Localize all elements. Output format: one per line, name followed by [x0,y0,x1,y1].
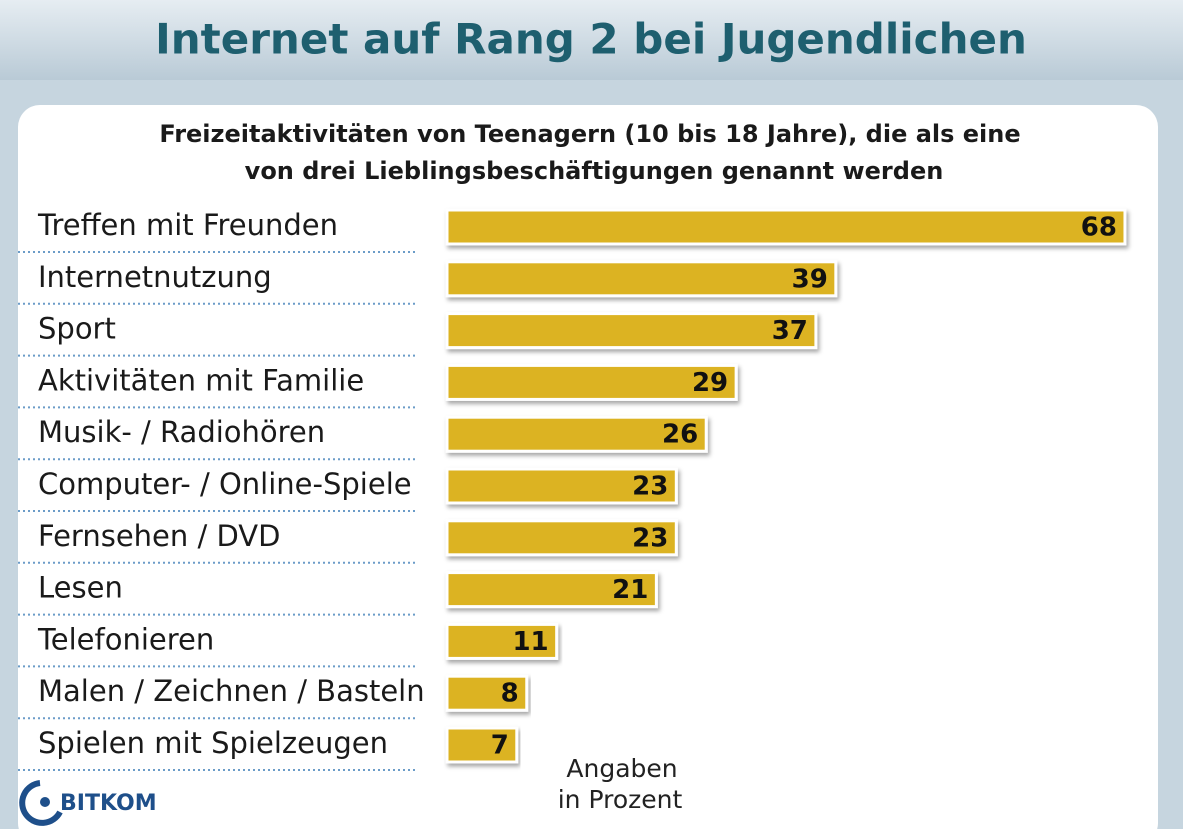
category-label: Treffen mit Freunden [37,208,338,242]
category-label: Computer- / Online-Spiele [38,467,412,501]
bar [445,208,1127,246]
value-label: 11 [512,627,548,657]
category-label: Telefonieren [37,622,214,656]
value-label: 39 [792,264,828,294]
value-label: 23 [632,472,668,502]
category-label: Musik- / Radiohören [38,415,325,449]
source: BITKOM [60,791,157,816]
logo-mark [19,780,63,826]
bar [445,363,738,401]
subtitle: Freizeitaktivitäten von Teenagern (10 bi… [159,120,1020,148]
unit-note: Angaben [566,754,677,783]
chart-title: Internet auf Rang 2 bei Jugendlichen [155,15,1027,64]
value-label: 21 [612,575,648,605]
category-label: Lesen [38,571,123,605]
category-label: Spielen mit Spielzeugen [38,726,388,760]
logo-mark [40,797,50,807]
bar [445,415,708,453]
value-label: 37 [772,316,808,346]
bar [445,519,678,557]
unit-note: in Prozent [558,785,683,814]
category-label: Malen / Zeichnen / Basteln [38,674,425,708]
bar [445,622,559,660]
bar [445,726,519,764]
category-label: Sport [38,312,116,346]
category-label: Internetnutzung [38,260,272,294]
logo: BITKOM [19,780,157,826]
value-label: 26 [662,420,698,450]
bar [445,674,529,712]
subtitle: von drei Lieblingsbeschäftigungen genann… [245,157,944,185]
value-label: 68 [1081,213,1117,243]
bar [445,467,678,505]
category-label: Aktivitäten mit Familie [38,363,364,397]
bar [445,312,818,350]
value-label: 29 [692,368,728,398]
bar [445,260,838,298]
value-label: 8 [501,679,519,709]
bar [445,571,658,609]
category-label: Fernsehen / DVD [38,519,280,553]
value-label: 7 [491,731,509,761]
header-band [0,0,1183,80]
value-label: 23 [632,523,668,553]
